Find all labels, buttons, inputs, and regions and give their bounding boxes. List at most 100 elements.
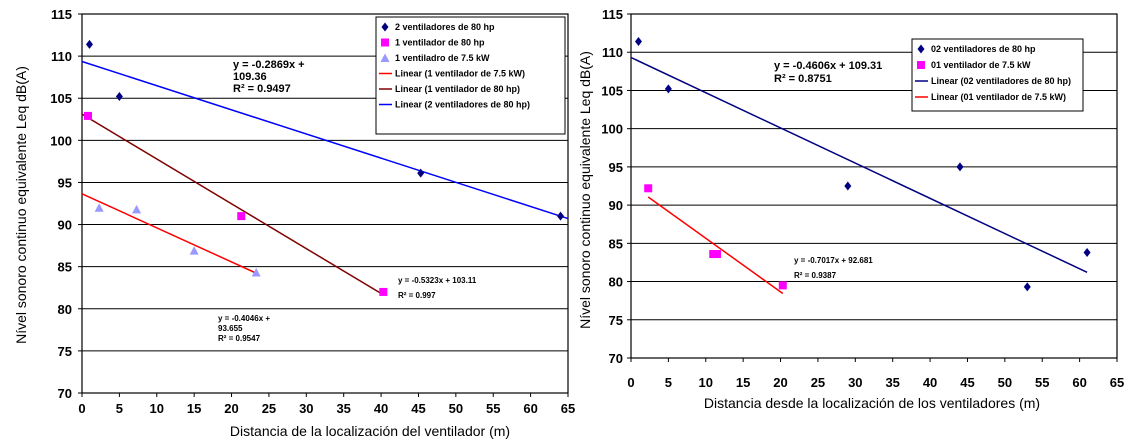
x-tick-label: 55 <box>1035 375 1049 390</box>
regression-annotation: R² = 0.8751 <box>774 73 832 85</box>
y-tick-label: 95 <box>58 175 72 190</box>
chart-2: 70 75 80 85 90 95 100 105 110 115 0 5 10 15 20 25 30 35 40… <box>577 7 1124 411</box>
legend-label: Linear (1 ventilador de 7.5 kW) <box>395 69 525 79</box>
y-tick-label: 100 <box>601 122 623 137</box>
regression-annotation: y = -0.4606x + 109.31 <box>774 60 882 72</box>
y-tick-label: 75 <box>609 313 623 328</box>
x-tick-label: 10 <box>699 375 713 390</box>
legend-label: 1 ventilador de 80 hp <box>395 38 485 48</box>
trendline <box>81 60 569 220</box>
x-axis-label: Distancia desde la localización de los v… <box>704 395 1040 411</box>
regression-annotation: R² = 0.9547 <box>218 334 261 343</box>
x-tick-label: 15 <box>736 375 750 390</box>
legend-label: Linear (1 ventilador de 80 hp) <box>395 84 520 94</box>
y-tick-label: 105 <box>601 83 623 98</box>
x-tick-label: 35 <box>885 375 899 390</box>
trendline <box>81 113 384 296</box>
y-tick-label: 100 <box>50 133 72 148</box>
data-point <box>189 246 199 255</box>
y-tick-label: 70 <box>609 351 623 366</box>
chart-1: 70 75 80 85 90 95 100 105 110 115 0 5 10 15 20 25 30 35 40… <box>13 7 575 439</box>
regression-annotation: y = -0.5323x + 103.11 <box>398 276 477 285</box>
y-axis-label: Nível sonoro continuo equivalente Leq dB… <box>13 66 29 344</box>
x-tick-label: 60 <box>1072 375 1086 390</box>
regression-annotation: R² = 0.997 <box>398 291 436 300</box>
data-point <box>85 39 93 49</box>
y-tick-label: 80 <box>609 275 623 290</box>
data-point <box>251 268 261 277</box>
x-tick-label: 45 <box>960 375 974 390</box>
legend-marker <box>917 61 925 69</box>
data-point <box>379 287 388 296</box>
data-point <box>417 168 425 178</box>
x-tick-label: 5 <box>116 401 123 416</box>
y-tick-label: 80 <box>58 302 72 317</box>
regression-annotation: R² = 0.9497 <box>233 83 291 95</box>
x-tick-label: 35 <box>336 401 350 416</box>
trendline <box>81 193 257 274</box>
x-tick-label: 65 <box>1110 375 1124 390</box>
data-point <box>115 92 123 102</box>
y-tick-label: 110 <box>51 49 72 64</box>
x-tick-label: 30 <box>848 375 862 390</box>
x-tick-label: 0 <box>78 401 85 416</box>
x-tick-label: 20 <box>773 375 787 390</box>
legend-box <box>375 16 566 135</box>
y-tick-label: 75 <box>58 344 72 359</box>
y-tick-label: 115 <box>51 7 72 22</box>
data-point <box>778 281 787 290</box>
x-tick-label: 60 <box>523 401 537 416</box>
x-tick-label: 50 <box>449 401 463 416</box>
y-tick-label: 90 <box>58 218 72 233</box>
y-tick-label: 95 <box>609 160 623 175</box>
y-axis-label: Nível sonoro continuo equivalente Leq dB… <box>577 51 593 329</box>
data-point <box>844 181 852 191</box>
legend-marker <box>380 53 390 62</box>
data-point <box>132 204 142 214</box>
x-tick-label: 20 <box>224 401 238 416</box>
data-point <box>83 111 92 120</box>
plot-area <box>630 13 1118 359</box>
y-tick-label: 115 <box>602 7 623 22</box>
x-tick-label: 40 <box>374 401 388 416</box>
trendline <box>630 56 1088 273</box>
regression-annotation: 109.36 <box>233 71 267 83</box>
data-point <box>634 37 642 47</box>
y-tick-label: 70 <box>58 386 72 401</box>
trendline <box>647 196 784 295</box>
y-tick-label: 90 <box>609 198 623 213</box>
data-point <box>956 162 964 172</box>
x-tick-label: 30 <box>299 401 313 416</box>
x-tick-label: 0 <box>627 375 634 390</box>
x-tick-label: 25 <box>262 401 276 416</box>
x-tick-label: 25 <box>811 375 825 390</box>
x-tick-label: 45 <box>411 401 425 416</box>
data-point <box>644 184 653 193</box>
legend-label: Linear (02 ventiladores de 80 hp) <box>931 76 1071 86</box>
regression-annotation: R² = 0.9387 <box>794 271 837 280</box>
legend-marker <box>381 38 389 47</box>
x-tick-label: 55 <box>486 401 500 416</box>
plot-area <box>81 13 569 394</box>
regression-annotation: 93.655 <box>218 324 243 333</box>
y-tick-label: 85 <box>58 260 72 275</box>
legend-label: Linear (01 ventilador de 7.5 kW) <box>931 92 1066 102</box>
x-tick-label: 10 <box>150 401 164 416</box>
data-point <box>1083 248 1091 258</box>
x-axis-label: Distancia de la localización del ventila… <box>230 423 510 439</box>
data-point <box>237 212 246 221</box>
legend-label: 1 ventiladro de 7.5 kW <box>395 53 490 63</box>
x-tick-label: 40 <box>923 375 937 390</box>
legend-label: Linear (2 ventiladores de 80 hp) <box>395 100 530 110</box>
y-tick-label: 110 <box>602 45 623 60</box>
legend-label: 01 ventilador de 7.5 kW <box>931 60 1031 70</box>
data-point <box>557 211 565 221</box>
x-tick-label: 65 <box>561 401 575 416</box>
data-point <box>1023 282 1031 292</box>
y-tick-label: 85 <box>609 236 623 251</box>
data-point <box>712 250 721 259</box>
regression-annotation: y = -0.4046x + <box>218 314 270 323</box>
legend-marker <box>917 44 925 54</box>
legend-marker <box>381 22 389 32</box>
